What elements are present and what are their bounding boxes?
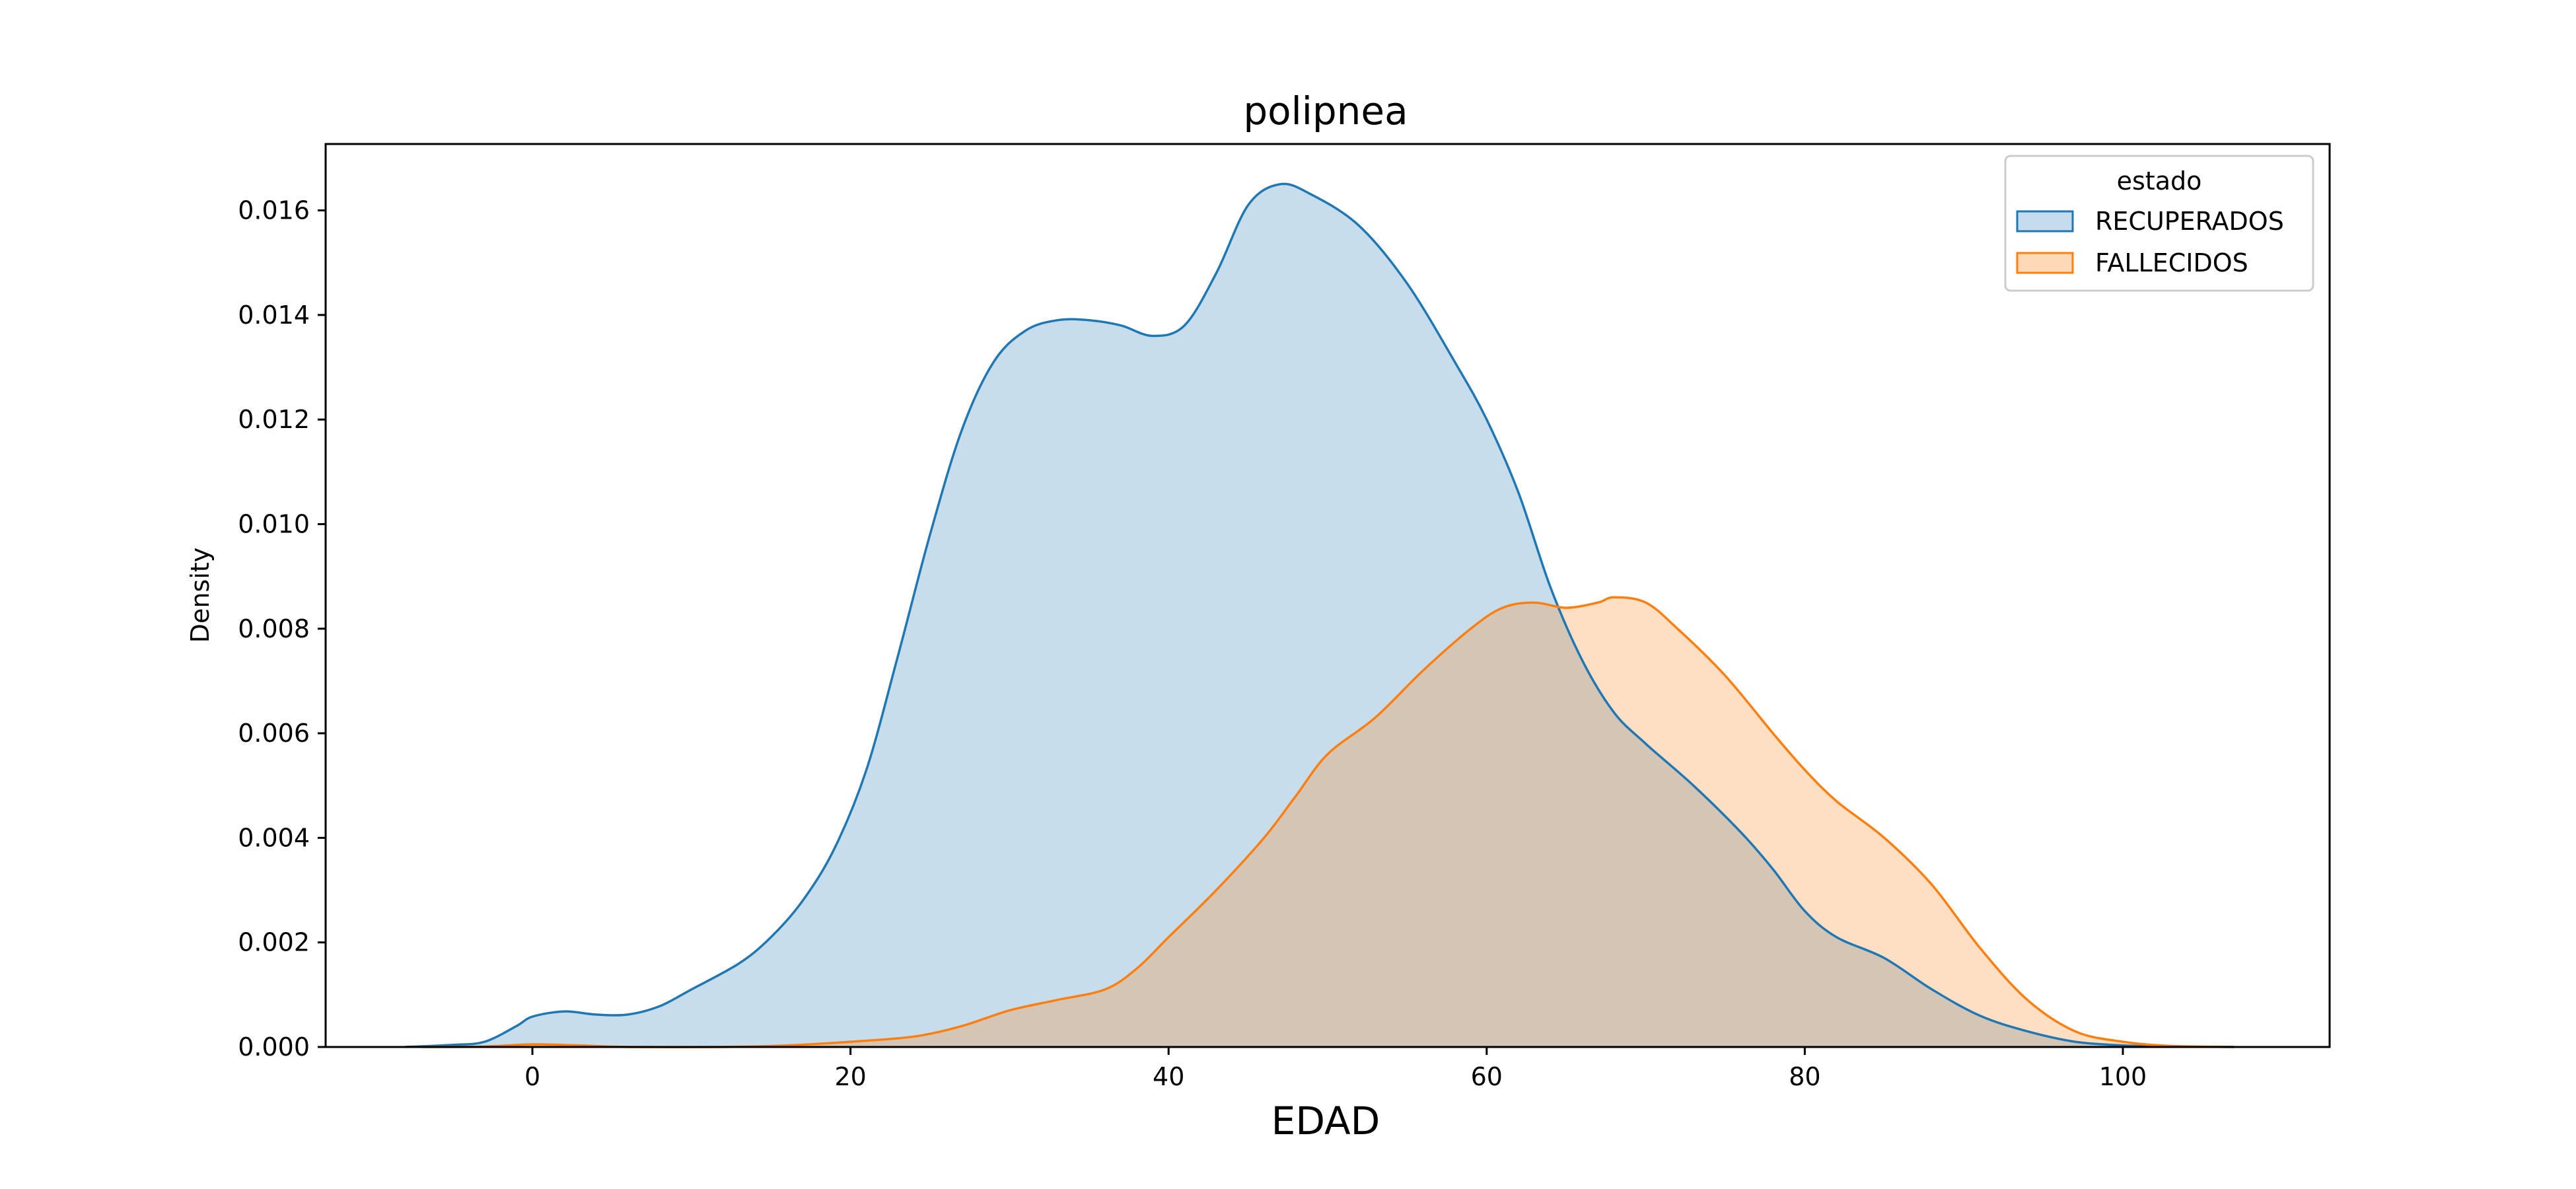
legend-swatch-recuperados xyxy=(2016,210,2074,233)
x-axis-title: EDAD xyxy=(1271,1099,1380,1143)
legend-swatch-fallecidos xyxy=(2016,252,2074,274)
y-tick-label: 0.010 xyxy=(238,509,310,538)
y-tick-label: 0.014 xyxy=(238,301,310,330)
legend-box xyxy=(2004,155,2314,292)
x-tick-label: 100 xyxy=(2099,1062,2147,1091)
line-fallecidos xyxy=(421,596,2235,1049)
x-tick-label: 60 xyxy=(1471,1062,1503,1091)
area-fallecidos xyxy=(421,597,2235,1048)
y-axis: 0.000 0.002 0.004 0.006 0.008 0.010 0.012 0.014… xyxy=(238,196,326,1062)
x-tick-label: 0 xyxy=(524,1062,540,1091)
plot-frame xyxy=(324,143,2331,1048)
y-tick-label: 0.008 xyxy=(238,614,310,643)
y-tick-label: 0.006 xyxy=(238,719,310,748)
y-tick-label: 0.002 xyxy=(238,928,310,957)
legend: estado RECUPERADOS FALLECIDOS xyxy=(2004,155,2314,292)
y-tick-label: 0.016 xyxy=(238,196,310,225)
chart-title: polipnea xyxy=(1243,89,1408,133)
x-tick-label: 20 xyxy=(834,1062,866,1091)
series-layer xyxy=(405,182,2235,1049)
legend-label-fallecidos: FALLECIDOS xyxy=(2095,248,2248,277)
y-tick-label: 0.000 xyxy=(238,1032,310,1062)
x-tick-label: 40 xyxy=(1153,1062,1184,1091)
area-recuperados xyxy=(405,184,2235,1047)
x-axis: 0 20 40 60 80 100 xyxy=(524,1047,2147,1091)
legend-title: estado xyxy=(2117,166,2202,196)
y-tick-label: 0.012 xyxy=(238,405,310,434)
line-recuperados xyxy=(405,182,2235,1048)
y-axis-title: Density xyxy=(186,548,215,643)
legend-label-recuperados: RECUPERADOS xyxy=(2095,207,2284,236)
x-tick-label: 80 xyxy=(1789,1062,1820,1091)
y-tick-label: 0.004 xyxy=(238,823,310,852)
